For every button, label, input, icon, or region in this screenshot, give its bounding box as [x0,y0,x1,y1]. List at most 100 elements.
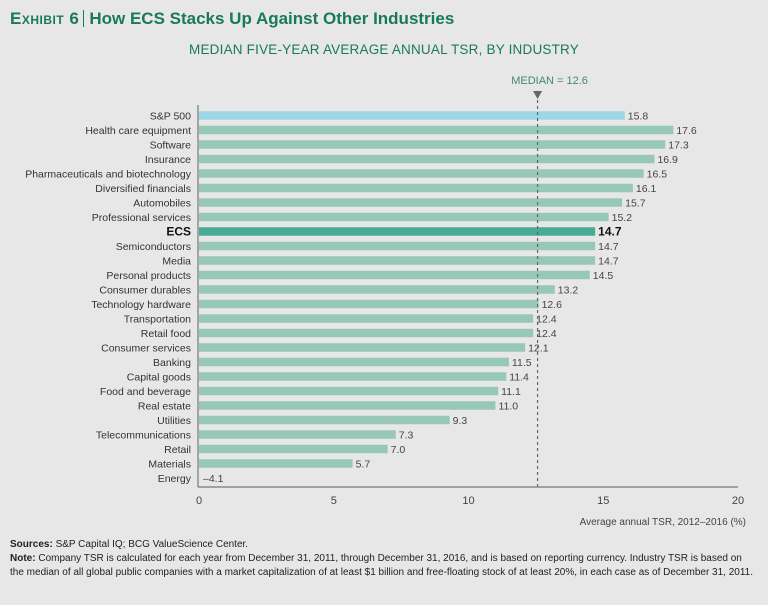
x-tick-label-0: 0 [196,495,202,507]
category-label-retail: Retail [164,444,191,456]
value-label-food-and-beverage: 11.1 [501,386,521,398]
category-label-technology-hardware: Technology hardware [91,299,191,311]
note-text: Company TSR is calculated for each year … [10,553,754,578]
category-label-capital-goods: Capital goods [127,371,191,383]
category-label-transportation: Transportation [124,313,191,325]
value-label-materials: 5.7 [356,458,371,470]
note-line: Note: Company TSR is calculated for each… [10,552,758,580]
value-label-utilities: 9.3 [453,415,468,427]
category-label-energy: Energy [158,473,192,485]
value-labels: 15.817.617.316.916.516.115.715.214.714.7… [203,110,697,485]
value-label-health-care-equipment: 17.6 [676,125,697,137]
bar-consumer-services [199,343,526,352]
value-label-diversified-financials: 16.1 [636,183,657,195]
bar-sandp-500 [199,111,625,120]
category-label-automobiles: Automobiles [133,197,191,209]
category-label-real-estate: Real estate [138,400,191,412]
value-label-consumer-durables: 13.2 [558,284,579,296]
title-divider [83,10,85,27]
median-marker-icon [533,91,543,99]
bar-media [199,256,596,265]
value-label-energy: –4.1 [203,473,224,485]
category-label-pharmaceuticals-and-biotechnology: Pharmaceuticals and biotechnology [25,168,192,180]
chart-title: MEDIAN FIVE-YEAR AVERAGE ANNUAL TSR, BY … [189,42,579,57]
value-label-telecommunications: 7.3 [399,429,414,441]
value-label-media: 14.7 [598,255,619,267]
category-label-telecommunications: Telecommunications [96,429,191,441]
bar-retail-food [199,328,534,338]
category-label-consumer-services: Consumer services [101,342,191,354]
value-label-personal-products: 14.5 [593,270,614,282]
bar-pharmaceuticals-and-biotechnology [199,169,644,178]
bar-retail [199,444,388,454]
bar-health-care-equipment [199,125,674,135]
bar-utilities [199,415,450,425]
category-label-sandp-500: S&P 500 [150,110,191,122]
x-axis-ticks: 0 5 10 15 20 [196,495,744,507]
bar-materials [199,459,353,468]
bar-software [199,140,666,149]
category-label-health-care-equipment: Health care equipment [85,125,191,137]
value-label-professional-services: 15.2 [612,212,633,224]
sources-line: Sources: S&P Capital IQ; BCG ValueScienc… [10,538,758,552]
x-tick-label-5: 5 [331,495,337,507]
category-label-diversified-financials: Diversified financials [95,183,191,195]
bar-consumer-durables [199,285,555,294]
value-label-transportation: 12.4 [536,313,557,325]
bar-capital-goods [199,372,507,381]
bar-food-and-beverage [199,386,499,396]
x-tick-label-10: 10 [462,495,474,507]
category-label-software: Software [150,139,192,151]
bar-diversified-financials [199,183,633,193]
category-label-utilities: Utilities [157,415,191,427]
value-label-software: 17.3 [668,139,689,151]
category-label-food-and-beverage: Food and beverage [100,386,191,398]
bar-insurance [199,154,655,164]
bar-ecs [199,227,596,236]
bar-telecommunications [199,430,396,439]
exhibit-header: Exhibit 6 How ECS Stacks Up Against Other… [10,9,454,29]
value-label-consumer-services: 12.1 [528,342,549,354]
value-label-banking: 11.5 [512,357,532,369]
category-label-retail-food: Retail food [141,328,191,340]
exhibit-number: Exhibit 6 [10,9,80,28]
value-label-technology-hardware: 12.6 [542,299,563,311]
category-label-consumer-durables: Consumer durables [99,284,191,296]
category-label-banking: Banking [153,357,191,369]
bar-professional-services [199,212,609,222]
exhibit-title: How ECS Stacks Up Against Other Industri… [89,9,455,28]
median-label: MEDIAN = 12.6 [511,75,588,87]
x-tick-label-15: 15 [597,495,609,507]
x-axis-title: Average annual TSR, 2012–2016 (%) [580,517,746,528]
category-label-media: Media [162,255,191,267]
category-label-insurance: Insurance [145,154,191,166]
bars-group [199,111,674,468]
category-label-ecs: ECS [166,224,191,238]
chart-footer: Sources: S&P Capital IQ; BCG ValueScienc… [10,538,758,580]
value-label-insurance: 16.9 [657,154,678,166]
bar-semiconductors [199,241,596,251]
value-label-semiconductors: 14.7 [598,241,619,253]
category-label-semiconductors: Semiconductors [116,241,191,253]
sources-text: S&P Capital IQ; BCG ValueScience Center. [55,539,249,550]
value-label-retail: 7.0 [391,444,406,456]
bar-automobiles [199,198,623,207]
category-label-materials: Materials [148,458,191,470]
value-label-real-estate: 11.0 [498,400,518,412]
x-tick-label-20: 20 [732,495,744,507]
value-label-retail-food: 12.4 [536,328,557,340]
note-label: Note: [10,553,36,564]
category-label-personal-products: Personal products [106,270,191,282]
bar-personal-products [199,270,590,280]
sources-label: Sources: [10,539,53,550]
bar-chart: S&P 500 Health care equipment Software Insu… [25,75,746,528]
category-labels: S&P 500 Health care equipment Software Insu… [25,110,192,485]
value-label-automobiles: 15.7 [625,197,646,209]
value-label-ecs: 14.7 [598,224,622,238]
value-label-sandp-500: 15.8 [628,110,649,122]
category-label-professional-services: Professional services [92,212,191,224]
bar-banking [199,357,509,367]
bar-technology-hardware [199,299,539,309]
value-label-pharmaceuticals-and-biotechnology: 16.5 [647,168,668,180]
value-label-capital-goods: 11.4 [509,371,529,383]
